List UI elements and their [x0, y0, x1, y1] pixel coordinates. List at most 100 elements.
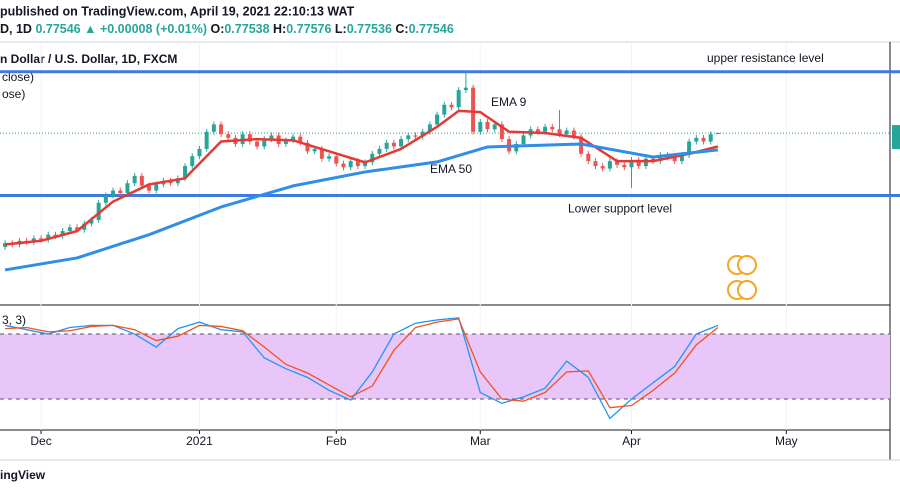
- candle-body: [255, 141, 260, 147]
- level-label: Lower support level: [568, 202, 672, 216]
- candle-body: [485, 121, 490, 130]
- x-tick-label: Apr: [622, 434, 641, 448]
- candle-body: [363, 162, 368, 167]
- ema-label: EMA 50: [430, 162, 472, 176]
- symbol: D, 1D: [0, 22, 32, 36]
- plot: Dec 2021 Feb Mar Apr May upper resistance leve…: [0, 42, 900, 448]
- candle-body: [384, 142, 389, 149]
- candle-body: [327, 156, 332, 159]
- candle-body: [413, 135, 418, 137]
- ohlc-label: H:: [273, 22, 286, 36]
- candle-body: [629, 159, 634, 168]
- candle-body: [550, 126, 555, 130]
- candle-body: [701, 137, 706, 142]
- candle-body: [125, 183, 130, 194]
- x-tick-label: Dec: [30, 434, 51, 448]
- candle-body: [283, 140, 288, 145]
- candle-body: [658, 155, 663, 162]
- price: 0.77546: [35, 22, 80, 36]
- ohlc-label: O:: [210, 22, 224, 36]
- candle-body: [557, 129, 562, 135]
- candle-body: [521, 135, 526, 145]
- x-tick-label: Mar: [470, 434, 491, 448]
- candle-body: [687, 141, 692, 156]
- stoch-line: [4, 317, 719, 420]
- candle-body: [291, 136, 296, 141]
- candle-body: [600, 166, 605, 169]
- last-price-tag: [892, 125, 900, 150]
- candle-body: [305, 142, 310, 152]
- candle-body: [543, 126, 548, 132]
- candle-body: [31, 238, 36, 243]
- candle-body: [132, 175, 137, 184]
- chart-title: n Dollar / U.S. Dollar, 1D, FXCM: [0, 52, 177, 66]
- candle-body: [147, 185, 152, 191]
- candle-body: [197, 148, 202, 157]
- candle-body: [499, 124, 504, 140]
- candle-body: [399, 139, 404, 147]
- band-fill: [0, 334, 890, 400]
- candle-body: [312, 148, 317, 152]
- candle-body: [492, 124, 497, 130]
- candle-body: [111, 190, 116, 196]
- candle-body: [420, 131, 425, 137]
- candle-body: [298, 136, 303, 143]
- candle-body: [204, 131, 209, 149]
- candle-body: [319, 148, 324, 159]
- candle-body: [348, 161, 353, 168]
- candle-body: [39, 238, 44, 240]
- candle-body: [607, 161, 612, 169]
- candle-body: [67, 227, 72, 231]
- candle-body: [636, 159, 641, 167]
- candle-body: [478, 121, 483, 132]
- candle-body: [154, 184, 159, 191]
- ohlc-label: C:: [395, 22, 408, 36]
- candle-body: [226, 134, 231, 138]
- ohlc-value: 0.77536: [347, 22, 392, 36]
- candle-body: [247, 134, 252, 142]
- published-line: published on TradingView.com, April 19, …: [0, 4, 355, 18]
- candle-body: [694, 137, 699, 142]
- candle-body: [377, 148, 382, 154]
- ema-line: [4, 142, 719, 272]
- candle-body: [471, 87, 476, 132]
- candle-body: [183, 166, 188, 179]
- candle-body: [571, 130, 576, 137]
- x-tick-label: 2021: [186, 434, 213, 448]
- candle-body: [211, 124, 216, 132]
- candle-body: [334, 156, 339, 164]
- stoch-line: [5, 318, 719, 409]
- candle-body: [622, 164, 627, 168]
- candle-body: [708, 134, 713, 142]
- candle-body: [118, 190, 123, 194]
- candle-body: [593, 161, 598, 167]
- candle-body: [679, 155, 684, 162]
- x-tick-label: May: [775, 434, 798, 448]
- legend-line: ose): [2, 87, 25, 101]
- candle-body: [456, 90, 461, 108]
- footer-brand: ingView: [0, 468, 46, 482]
- candle-body: [89, 219, 94, 224]
- candle-body: [406, 135, 411, 140]
- candle-body: [53, 234, 58, 236]
- candle-body: [219, 124, 224, 135]
- candle-body: [3, 243, 8, 247]
- change: ▲ +0.00008 (+0.01%): [84, 22, 207, 36]
- candle-body: [269, 135, 274, 140]
- ohlc-value: 0.77538: [224, 22, 269, 36]
- candle-body: [715, 133, 720, 135]
- ohlc-label: L:: [335, 22, 347, 36]
- candle-body: [370, 153, 375, 163]
- candle-body: [449, 104, 454, 108]
- candle-body: [355, 161, 360, 167]
- candle-body: [514, 144, 519, 152]
- ema-line: [4, 109, 719, 246]
- candle-body: [672, 157, 677, 162]
- candle-body: [615, 161, 620, 165]
- x-tick-label: Feb: [326, 434, 347, 448]
- candle-body: [564, 130, 569, 135]
- candle-body: [391, 142, 396, 147]
- candle-body: [96, 202, 101, 220]
- candle-body: [262, 139, 267, 147]
